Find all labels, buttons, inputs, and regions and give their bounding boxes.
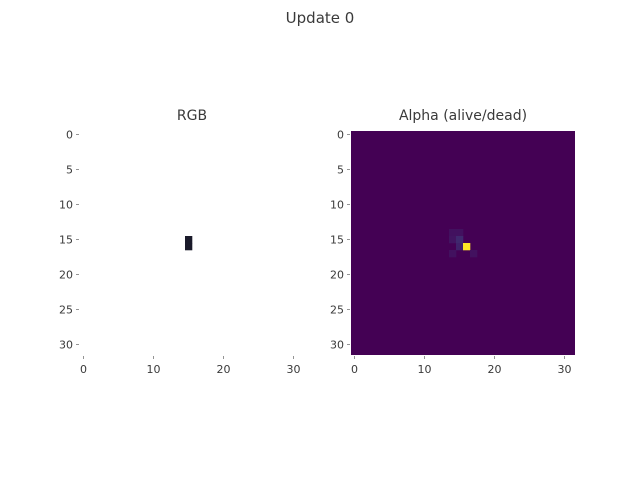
y-tick-label: 15 (330, 234, 344, 247)
heatmap-cell (185, 243, 193, 251)
y-tick-label: 30 (330, 339, 344, 352)
y-tick-label: 15 (59, 234, 73, 247)
alpha-ticks: 0 5 10 15 20 25 30 0 10 20 30 (330, 129, 572, 377)
y-tick-label: 5 (337, 164, 344, 177)
y-tick-label: 5 (66, 164, 73, 177)
alpha-panel: Alpha (alive/dead) 0 5 10 15 20 25 30 0 10 20 30 (330, 108, 575, 376)
heatmap-cell (449, 236, 457, 244)
y-tick-label: 20 (59, 269, 73, 282)
figure-title: Update 0 (286, 9, 355, 27)
x-tick-label: 20 (488, 363, 502, 376)
y-tick-label: 20 (330, 269, 344, 282)
rgb-ticks: 0 5 10 15 20 25 30 0 10 20 30 (59, 129, 301, 377)
x-tick-label: 10 (147, 363, 161, 376)
x-tick-label: 0 (351, 363, 358, 376)
heatmap-cell (449, 250, 457, 258)
x-tick-label: 20 (217, 363, 231, 376)
heatmap-cell (456, 236, 464, 244)
y-tick-label: 30 (59, 339, 73, 352)
y-tick-label: 10 (59, 199, 73, 212)
y-tick-label: 0 (66, 129, 73, 142)
y-tick-label: 10 (330, 199, 344, 212)
heatmap-cell (463, 243, 471, 251)
heatmap-cell (456, 243, 464, 251)
x-tick-label: 10 (418, 363, 432, 376)
y-tick-label: 25 (59, 304, 73, 317)
x-tick-label: 30 (558, 363, 572, 376)
heatmap-cell (185, 236, 193, 244)
alpha-cells (449, 229, 478, 258)
alpha-panel-title: Alpha (alive/dead) (399, 108, 527, 124)
heatmap-cell (470, 250, 478, 258)
heatmap-cell (456, 229, 464, 237)
rgb-panel-title: RGB (177, 108, 207, 124)
heatmap-cell (449, 229, 457, 237)
y-tick-label: 0 (337, 129, 344, 142)
x-tick-label: 30 (287, 363, 301, 376)
x-tick-label: 0 (80, 363, 87, 376)
rgb-panel: RGB 0 5 10 15 20 25 30 0 10 20 30 (59, 108, 304, 376)
y-tick-label: 25 (330, 304, 344, 317)
rgb-cells (185, 236, 193, 251)
